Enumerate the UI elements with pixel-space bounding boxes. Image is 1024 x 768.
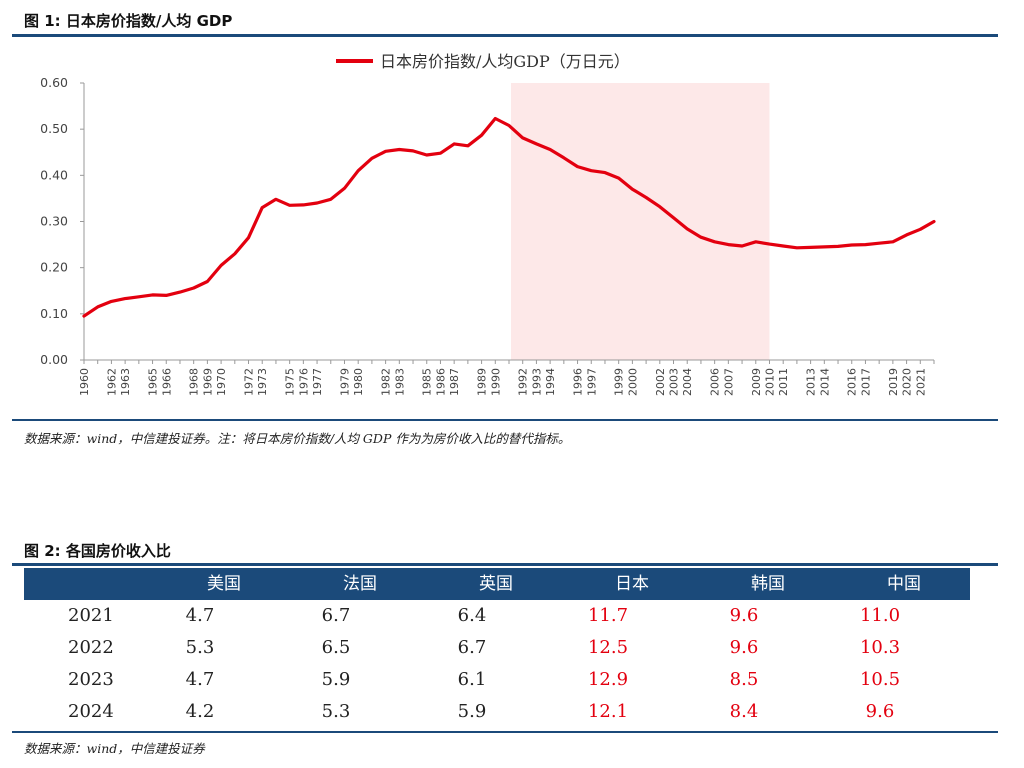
x-tick-label: 1994 [544, 368, 557, 396]
figure2-source: 数据来源：wind，中信建投证券 [24, 741, 205, 756]
table-cell: 6.4 [457, 605, 487, 626]
x-tick-label: 1982 [380, 368, 393, 396]
x-tick-label: 1963 [119, 368, 132, 396]
x-tick-label: 2011 [777, 368, 790, 396]
legend-label: 日本房价指数/人均GDP（万日元） [380, 52, 630, 71]
figure2-title: 图 2: 各国房价收入比 [24, 542, 171, 560]
table-cell: 5.3 [321, 701, 351, 722]
x-tick-label: 1962 [105, 368, 118, 396]
table-cell: 6.5 [321, 637, 351, 658]
figure2-top-rule [12, 563, 998, 566]
y-tick-label: 0.50 [40, 121, 68, 136]
column-header-china: 中国 [887, 574, 921, 594]
table-cell: 12.1 [587, 701, 629, 722]
table-cell: 8.5 [729, 669, 759, 690]
x-tick-label: 1972 [243, 368, 256, 396]
x-tick-label: 2020 [901, 368, 914, 396]
x-tick-label: 2000 [626, 368, 639, 396]
x-tick-label: 1977 [311, 368, 324, 396]
x-tick-label: 2004 [681, 368, 694, 396]
x-tick-label: 1979 [338, 368, 351, 396]
x-tick-label: 1986 [434, 368, 447, 396]
x-tick-label: 2014 [818, 368, 831, 396]
table-cell: 10.3 [859, 637, 901, 658]
x-tick-label: 1993 [530, 368, 543, 396]
x-tick-label: 1976 [297, 368, 310, 396]
x-tick-label: 1968 [188, 368, 201, 396]
table-cell: 6.7 [321, 605, 351, 626]
shaded-region [511, 83, 770, 360]
x-tick-label: 1969 [201, 368, 214, 396]
column-header-usa: 美国 [207, 574, 241, 594]
x-tick-label: 1960 [78, 368, 91, 396]
table-cell: 5.9 [321, 669, 351, 690]
line-chart: 0.00 0.10 0.20 0.30 0.40 0.50 0.60 1960 1962 1963… [40, 52, 936, 396]
table-cell: 6.7 [457, 637, 487, 658]
x-tick-label: 1975 [284, 368, 297, 396]
x-tick-label: 1973 [256, 368, 269, 396]
figure2-bottom-rule [12, 731, 998, 733]
x-tick-label: 1980 [352, 368, 365, 396]
y-tick-label: 0.60 [40, 75, 68, 90]
table-cell: 10.5 [859, 669, 901, 690]
y-tick-label: 0.20 [40, 260, 68, 275]
figure1-title: 图 1: 日本房价指数/人均 GDP [24, 12, 233, 30]
x-tick-label: 2013 [805, 368, 818, 396]
column-header-uk: 英国 [479, 574, 513, 594]
table-cell: 11.0 [859, 605, 901, 626]
x-tick-label: 2003 [668, 368, 681, 396]
column-header-france: 法国 [343, 574, 377, 594]
series-line [82, 116, 936, 318]
table-cell: 9.6 [729, 637, 759, 658]
table-row-year: 2024 [68, 701, 114, 722]
x-tick-label: 2019 [887, 368, 900, 396]
table-row-year: 2023 [68, 669, 114, 690]
table-cell: 6.1 [457, 669, 487, 690]
x-tick-label: 1990 [489, 368, 502, 396]
x-tick-label: 1999 [613, 368, 626, 396]
x-tick-label: 1966 [160, 368, 173, 396]
table-cell: 4.7 [185, 669, 215, 690]
x-tick-label: 1985 [421, 368, 434, 396]
x-tick-label: 2016 [846, 368, 859, 396]
table-cell: 9.6 [729, 605, 759, 626]
y-tick-label: 0.10 [40, 306, 68, 321]
y-tick-label: 0.30 [40, 214, 68, 229]
x-tick-label: 1996 [572, 368, 585, 396]
table-cell: 8.4 [729, 701, 759, 722]
table-cell: 12.5 [587, 637, 629, 658]
column-header-korea: 韩国 [751, 574, 785, 594]
y-tick-label: 0.40 [40, 167, 68, 182]
x-tick-label: 2007 [722, 368, 735, 396]
column-header-japan: 日本 [615, 574, 649, 594]
x-tick-label: 2009 [750, 368, 763, 396]
table-row-year: 2021 [68, 605, 114, 626]
figure1-top-rule [12, 34, 998, 37]
table-cell: 5.9 [457, 701, 487, 722]
x-tick-label: 1992 [517, 368, 530, 396]
table-cell: 5.3 [185, 637, 215, 658]
y-tick-label: 0.00 [40, 352, 68, 367]
table-cell: 4.7 [185, 605, 215, 626]
figure1-bottom-rule [12, 419, 998, 421]
table-cell: 12.9 [587, 669, 629, 690]
table-cell: 4.2 [185, 701, 215, 722]
x-tick-label: 1987 [448, 368, 461, 396]
table-row-year: 2022 [68, 637, 114, 658]
x-tick-label: 2002 [654, 368, 667, 396]
x-tick-label: 2010 [763, 368, 776, 396]
table-cell: 11.7 [587, 605, 629, 626]
table-header: 美国 法国 英国 日本 韩国 中国 [24, 568, 970, 600]
x-tick-label: 1997 [585, 368, 598, 396]
x-tick-label: 1970 [215, 368, 228, 396]
x-tick-label: 1965 [147, 368, 160, 396]
x-tick-label: 2006 [709, 368, 722, 396]
x-tick-label: 1989 [476, 368, 489, 396]
table-cell: 9.6 [865, 701, 895, 722]
figure1-source: 数据来源：wind，中信建投证券。注：将日本房价指数/人均 GDP 作为为房价收… [24, 431, 571, 446]
x-tick-label: 2017 [859, 368, 872, 396]
x-tick-label: 1983 [393, 368, 406, 396]
x-tick-label: 2021 [914, 368, 927, 396]
